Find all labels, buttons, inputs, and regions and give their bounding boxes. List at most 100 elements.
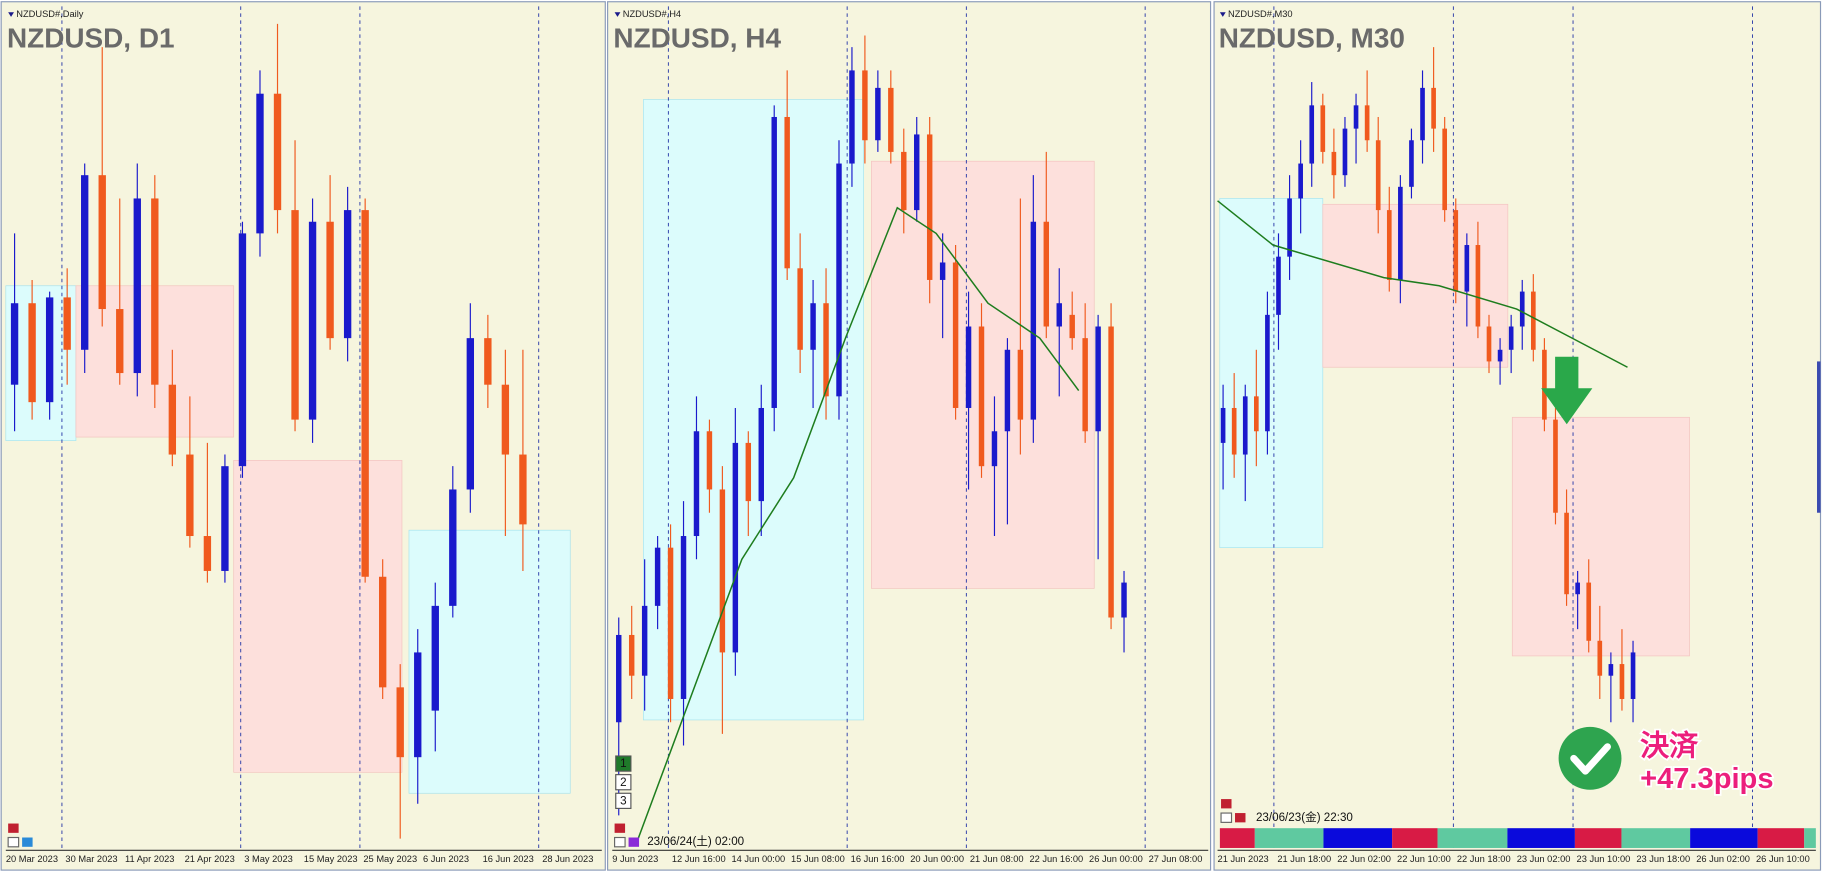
chart-title: NZDUSD, D1 bbox=[7, 23, 175, 54]
x-tick-label: 21 Jun 2023 bbox=[1218, 854, 1269, 864]
candle-body bbox=[291, 210, 299, 420]
candle-body bbox=[343, 210, 352, 339]
candle-body bbox=[784, 116, 790, 269]
candle-body bbox=[466, 338, 475, 490]
candle-body bbox=[1475, 245, 1481, 327]
zone bbox=[1511, 416, 1690, 657]
candle-body bbox=[719, 489, 726, 653]
chart-layer: NZDUSD#,Daily NZDUSD, D1 20 Mar 2023 30 Mar… bbox=[5, 6, 1810, 864]
icon[interactable] bbox=[614, 823, 626, 833]
candle-body bbox=[168, 384, 177, 455]
candle-body bbox=[914, 134, 920, 211]
chart-title: NZDUSD, M30 bbox=[1219, 23, 1405, 54]
candle-body bbox=[1242, 396, 1248, 455]
icon[interactable] bbox=[7, 836, 20, 848]
candle-body bbox=[926, 134, 933, 280]
candle-body bbox=[256, 93, 264, 234]
candle-body bbox=[849, 70, 855, 164]
candle-body bbox=[616, 634, 622, 723]
signal-bar bbox=[1219, 828, 1816, 848]
candle-body bbox=[1386, 210, 1392, 280]
candle-body bbox=[431, 605, 439, 711]
tab-button[interactable] bbox=[615, 755, 632, 772]
candle-body bbox=[1342, 128, 1348, 176]
candle-body bbox=[810, 303, 816, 350]
candle-body bbox=[186, 454, 194, 537]
x-tick-label: 15 Jun 08:00 bbox=[791, 854, 845, 864]
x-tick-label: 11 Apr 2023 bbox=[125, 854, 174, 864]
x-tick-label: 26 Jun 02:00 bbox=[1696, 854, 1750, 864]
x-tick-label: 27 Jun 08:00 bbox=[1149, 854, 1203, 864]
icon[interactable] bbox=[8, 823, 19, 833]
candle-body bbox=[1320, 105, 1326, 152]
candle-body bbox=[797, 268, 803, 350]
candle-body bbox=[273, 93, 282, 211]
candle-body bbox=[628, 634, 635, 676]
tab-button[interactable] bbox=[615, 792, 632, 809]
cursor-time: 23/06/24(土) 02:00 bbox=[647, 835, 744, 848]
candle-body bbox=[1486, 326, 1492, 362]
check-badge bbox=[1558, 726, 1622, 790]
icon[interactable] bbox=[22, 837, 33, 847]
candle-body bbox=[519, 454, 527, 525]
candle-body bbox=[1530, 291, 1536, 350]
candle-body bbox=[1453, 210, 1459, 292]
x-tick-label: 21 Jun 08:00 bbox=[970, 854, 1024, 864]
candle-body bbox=[939, 262, 946, 280]
tab-button[interactable] bbox=[615, 774, 632, 791]
candle-body bbox=[1231, 407, 1237, 455]
tab-button-label: 3 bbox=[620, 794, 626, 807]
candle-body bbox=[221, 466, 229, 571]
candle-body bbox=[28, 303, 36, 403]
candle-body bbox=[98, 175, 106, 310]
icon[interactable] bbox=[1220, 812, 1233, 823]
candle-body bbox=[1353, 105, 1359, 129]
candle-body bbox=[1553, 419, 1558, 513]
candle-body bbox=[1254, 396, 1259, 432]
x-tick-label: 14 Jun 00:00 bbox=[731, 854, 785, 864]
candle-body bbox=[449, 489, 457, 606]
check-mark bbox=[1570, 743, 1611, 775]
candle-body bbox=[1409, 140, 1414, 187]
icon[interactable] bbox=[614, 836, 626, 848]
candle-body bbox=[1043, 221, 1050, 327]
candle-body bbox=[862, 70, 868, 141]
icon[interactable] bbox=[1235, 813, 1246, 823]
candle-body bbox=[1056, 303, 1062, 327]
x-tick-label: 23 Jun 18:00 bbox=[1636, 854, 1690, 864]
x-tick-label: 3 May 2023 bbox=[244, 854, 293, 864]
x-tick-label: 20 Jun 00:00 bbox=[910, 854, 964, 864]
candle-body bbox=[1082, 338, 1088, 432]
candle-body bbox=[978, 326, 985, 467]
cursor-time: 23/06/23(金) 22:30 bbox=[1256, 810, 1353, 824]
candle-body bbox=[1464, 245, 1470, 292]
candle-body bbox=[1442, 128, 1448, 211]
chart-header: NZDUSD#,Daily bbox=[16, 9, 84, 19]
candle-body bbox=[952, 262, 959, 408]
candle-body bbox=[414, 652, 422, 758]
x-tick-label: 22 Jun 10:00 bbox=[1397, 854, 1451, 864]
candle-body bbox=[1420, 87, 1425, 141]
candle-body bbox=[361, 210, 369, 577]
x-tick-label: 21 Apr 2023 bbox=[185, 854, 235, 864]
header-caret bbox=[1219, 12, 1226, 17]
icon[interactable] bbox=[1221, 799, 1232, 809]
candle-body bbox=[654, 547, 661, 606]
candle-body bbox=[667, 547, 674, 699]
candle-body bbox=[1287, 198, 1292, 257]
candle-body bbox=[1575, 582, 1580, 595]
x-tick-label: 26 Jun 10:00 bbox=[1756, 854, 1810, 864]
moving-average bbox=[637, 206, 1080, 839]
x-tick-label: 26 Jun 00:00 bbox=[1089, 854, 1143, 864]
scrollbar[interactable] bbox=[1817, 361, 1821, 513]
candle-body bbox=[379, 576, 387, 688]
candle-body bbox=[1597, 640, 1603, 676]
icon[interactable] bbox=[628, 837, 640, 847]
candle-body bbox=[823, 303, 829, 397]
candle-body bbox=[151, 198, 159, 385]
x-tick-label: 16 Jun 2023 bbox=[483, 854, 534, 864]
candle-body bbox=[326, 221, 334, 339]
candle-body bbox=[641, 605, 648, 676]
candle-body bbox=[875, 87, 881, 141]
candle-body bbox=[1121, 582, 1127, 618]
